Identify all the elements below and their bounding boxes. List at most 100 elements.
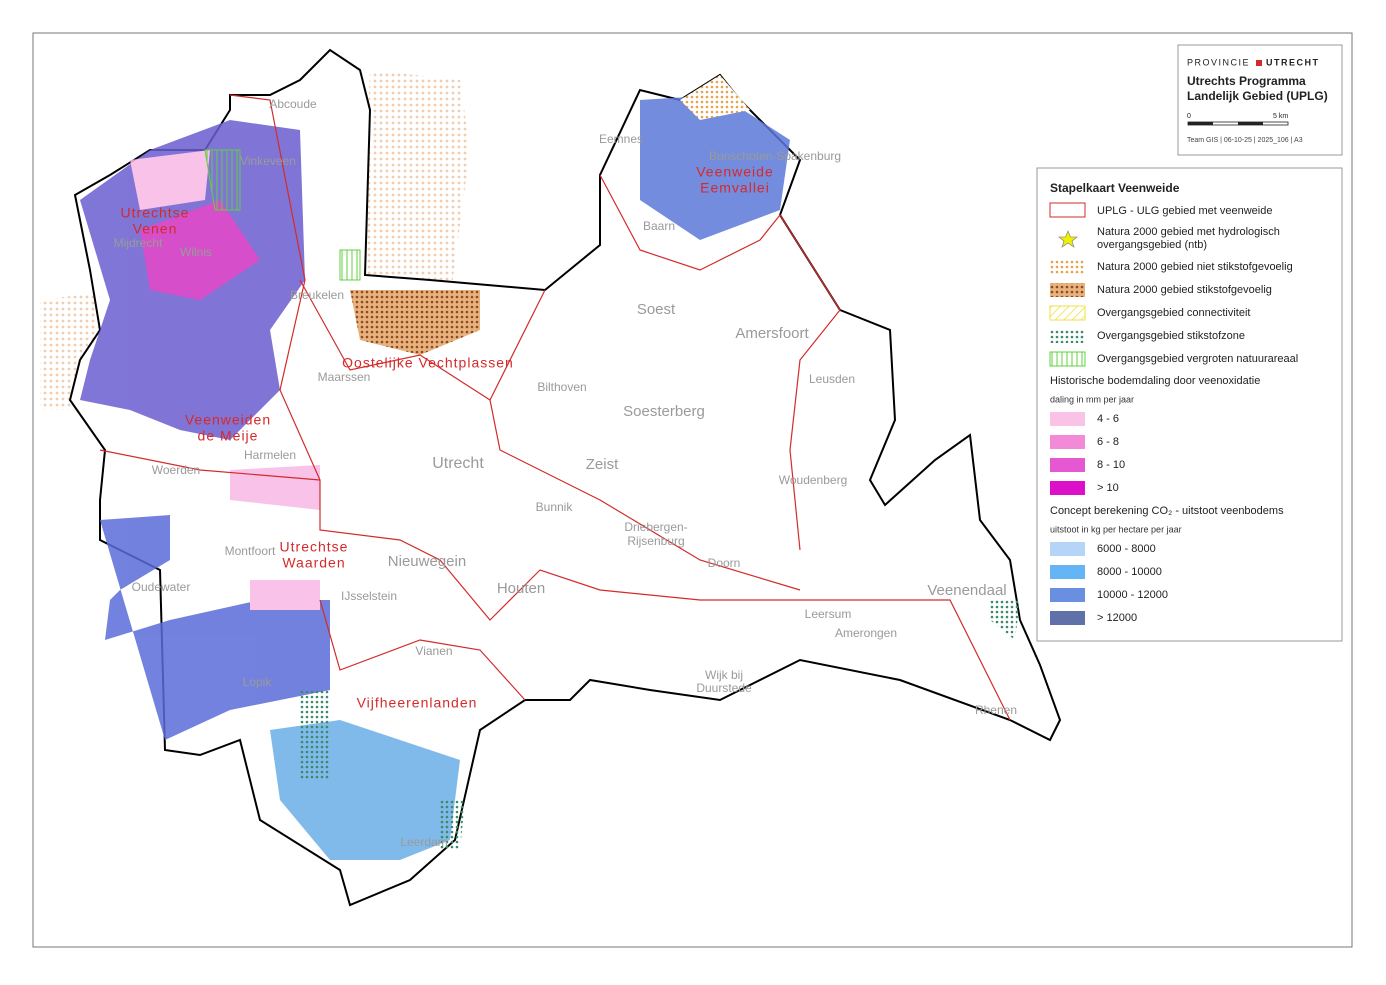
place-label: Wilnis xyxy=(180,245,212,259)
legend-swatch xyxy=(1049,202,1086,218)
legend-label: Overgangsgebied vergroten natuurareaal xyxy=(1097,353,1298,365)
place-label: Bilthoven xyxy=(537,380,586,394)
place-label: IJsselstein xyxy=(341,589,397,603)
legend-swatch xyxy=(1050,565,1085,579)
legend-swatch xyxy=(1050,542,1085,556)
legend-label: 8 - 10 xyxy=(1097,459,1125,471)
region-label: Venen xyxy=(133,221,178,237)
legend-label: UPLG - ULG gebied met veenweide xyxy=(1097,205,1272,217)
place-label: Abcoude xyxy=(269,97,317,111)
place-label: Duurstede xyxy=(696,681,752,695)
place-label: Rhenen xyxy=(975,703,1017,717)
region-labels: Utrechtse Venen Veenweiden de Meije Oost… xyxy=(121,164,774,711)
legend-swatch xyxy=(1050,458,1085,472)
natura-stikstof xyxy=(350,290,480,355)
legend-swatch xyxy=(1050,283,1085,297)
legend-section: Historische bodemdaling door veenoxidati… xyxy=(1050,375,1260,387)
place-label: Montfoort xyxy=(225,544,276,558)
scale-label: 5 km xyxy=(1273,113,1288,120)
region-label: Veenweide xyxy=(696,164,774,180)
place-label: Oudewater xyxy=(132,580,191,594)
legend-label: Natura 2000 gebied niet stikstofgevoelig xyxy=(1097,261,1293,273)
region-label: Eemvallei xyxy=(700,180,770,196)
legend-label: 6 - 8 xyxy=(1097,436,1119,448)
scale-label: 0 xyxy=(1187,113,1191,120)
place-label: Lopik xyxy=(243,675,273,689)
place-label: Amersfoort xyxy=(735,325,809,342)
place-label: Baarn xyxy=(643,219,675,233)
legend-swatch xyxy=(1050,412,1085,426)
legend-swatch xyxy=(1050,611,1085,625)
region-label: Utrechtse xyxy=(280,539,349,555)
footer: Team GIS | 06-10-25 | 2025_106 | A3 xyxy=(1187,137,1303,144)
legend-label: overgangsgebied (ntb) xyxy=(1097,239,1207,251)
legend-swatch xyxy=(1058,230,1078,248)
place-label: Woerden xyxy=(152,463,200,477)
legend-label: 4 - 6 xyxy=(1097,413,1119,425)
map xyxy=(40,48,1062,907)
region-label: Utrechtse xyxy=(121,205,190,221)
legend: Stapelkaart Veenweide UPLG - ULG gebied … xyxy=(1036,167,1343,642)
place-label: Breukelen xyxy=(290,288,344,302)
place-label: Zeist xyxy=(586,456,619,473)
place-label: Amerongen xyxy=(835,626,897,640)
region-label: Veenweiden xyxy=(185,412,271,428)
natura-niet-stikstof xyxy=(680,75,750,120)
place-label: Houten xyxy=(497,580,545,597)
place-label: Woudenberg xyxy=(779,473,848,487)
legend-label: 6000 - 8000 xyxy=(1097,543,1156,555)
legend-swatch xyxy=(1049,351,1086,367)
legend-label: Natura 2000 gebied met hydrologisch xyxy=(1097,226,1280,238)
map-title: Landelijk Gebied (UPLG) xyxy=(1187,89,1328,103)
legend-label: Natura 2000 gebied stikstofgevoelig xyxy=(1097,284,1272,296)
legend-label: 8000 - 10000 xyxy=(1097,566,1162,578)
legend-label: Overgangsgebied connectiviteit xyxy=(1097,307,1250,319)
place-label: Doorn xyxy=(708,556,741,570)
place-label: Veenendaal xyxy=(927,582,1006,599)
legend-unit: uitstoot in kg per hectare per jaar xyxy=(1050,524,1182,534)
legend-label: > 12000 xyxy=(1097,612,1137,624)
place-label: Vianen xyxy=(415,644,452,658)
place-label: Vinkeveen xyxy=(240,154,296,168)
legend-swatch xyxy=(1050,260,1085,274)
place-label: Leusden xyxy=(809,372,855,386)
place-label: Rijsenburg xyxy=(627,534,684,548)
region-label: de Meije xyxy=(198,428,259,444)
legend-label: Overgangsgebied stikstofzone xyxy=(1097,330,1245,342)
org-name: PROVINCIE xyxy=(1187,57,1250,67)
legend-unit: daling in mm per jaar xyxy=(1050,394,1134,404)
place-label: Nieuwegein xyxy=(388,553,466,570)
org-name: UTRECHT xyxy=(1266,57,1320,67)
legend-section: Concept berekening CO₂ - uitstoot veenbo… xyxy=(1050,505,1284,517)
region-label: Vijfheerenlanden xyxy=(357,695,478,711)
place-label: Soesterberg xyxy=(623,403,705,420)
place-label: Maarssen xyxy=(318,370,371,384)
vergroten xyxy=(204,149,361,281)
place-label: Leerdam xyxy=(400,835,447,849)
place-label: Bunschoten-Spakenburg xyxy=(709,149,841,163)
place-label: Harmelen xyxy=(244,448,296,462)
legend-label: > 10 xyxy=(1097,482,1119,494)
legend-swatch xyxy=(1050,329,1085,343)
place-labels: Abcoude Vinkeveen Mijdrecht Wilnis Breukelen… xyxy=(114,97,1017,849)
map-title: Utrechts Programma xyxy=(1187,74,1306,88)
region-label: Oostelijke Vechtplassen xyxy=(342,355,514,371)
legend-label: 10000 - 12000 xyxy=(1097,589,1168,601)
place-label: Eemnes xyxy=(599,132,643,146)
title-block: PROVINCIE UTRECHT Utrechts Programma Lan… xyxy=(1177,44,1343,156)
place-label: Wijk bij xyxy=(705,668,743,682)
place-label: Leersum xyxy=(805,607,852,621)
legend-swatch xyxy=(1050,481,1085,495)
place-label: Driebergen- xyxy=(624,520,687,534)
place-label: Soest xyxy=(637,301,676,318)
region-label: Waarden xyxy=(282,555,345,571)
legend-swatch xyxy=(1049,305,1086,321)
legend-title: Stapelkaart Veenweide xyxy=(1050,181,1180,195)
legend-swatch xyxy=(1050,435,1085,449)
place-label: Mijdrecht xyxy=(114,236,163,250)
uplg-boundaries xyxy=(99,94,1011,721)
place-label: Utrecht xyxy=(432,455,484,472)
map-frame xyxy=(32,32,1353,948)
legend-swatch xyxy=(1050,588,1085,602)
